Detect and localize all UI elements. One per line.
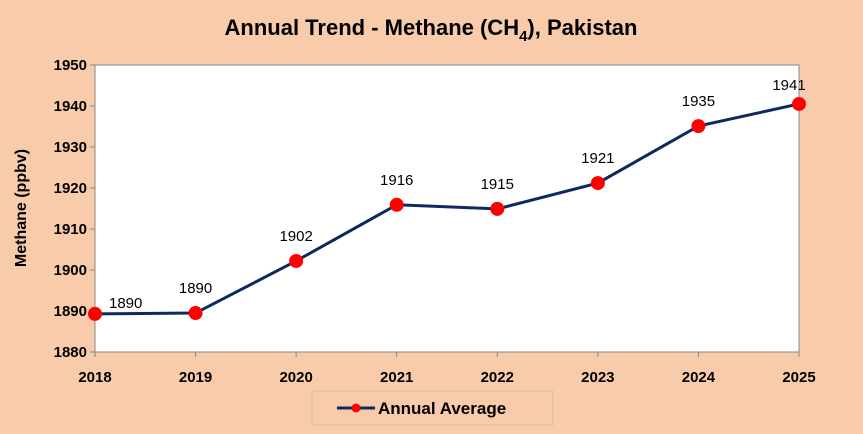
x-tick-label: 2025 <box>782 369 815 386</box>
y-tick-label: 1890 <box>54 303 87 320</box>
legend-box <box>311 390 554 426</box>
x-tick-label: 2024 <box>682 369 716 386</box>
y-tick-label: 1930 <box>54 139 87 156</box>
data-point <box>188 306 203 321</box>
y-tick-label: 1920 <box>54 180 87 197</box>
x-tick-label: 2021 <box>380 369 413 386</box>
series-line-annual-average <box>94 102 800 316</box>
data-point <box>691 119 706 134</box>
data-label: 1890 <box>179 280 212 297</box>
y-axis-label: Methane (ppbv) <box>13 149 30 267</box>
x-tick-label: 2020 <box>279 369 312 386</box>
data-point <box>590 176 605 191</box>
legend-marker <box>351 403 361 413</box>
data-label: 1915 <box>481 176 514 193</box>
chart-title: Annual Trend - Methane (CH4), Pakistan <box>225 15 638 45</box>
legend-label: Annual Average <box>378 399 506 418</box>
data-label: 1935 <box>682 93 715 110</box>
data-point <box>389 197 404 212</box>
data-point <box>490 201 505 216</box>
x-tick-label: 2022 <box>481 369 514 386</box>
data-label: 1921 <box>581 150 614 167</box>
x-tick-label: 2019 <box>179 369 212 386</box>
y-tick-label: 1900 <box>54 262 87 279</box>
y-tick-label: 1940 <box>54 98 87 115</box>
data-point <box>792 96 806 111</box>
data-point <box>289 253 304 268</box>
y-tick-label: 1880 <box>54 344 87 361</box>
y-tick-label: 1950 <box>54 57 87 74</box>
x-tick-label: 2018 <box>78 369 111 386</box>
data-label: 1941 <box>772 77 805 94</box>
x-tick-label: 2023 <box>581 369 614 386</box>
y-tick-label: 1910 <box>54 221 87 238</box>
legend: Annual Average <box>311 390 554 426</box>
data-point <box>88 306 102 321</box>
data-label: 1902 <box>279 228 312 245</box>
data-label: 1890 <box>109 295 142 312</box>
data-label: 1916 <box>380 172 413 189</box>
